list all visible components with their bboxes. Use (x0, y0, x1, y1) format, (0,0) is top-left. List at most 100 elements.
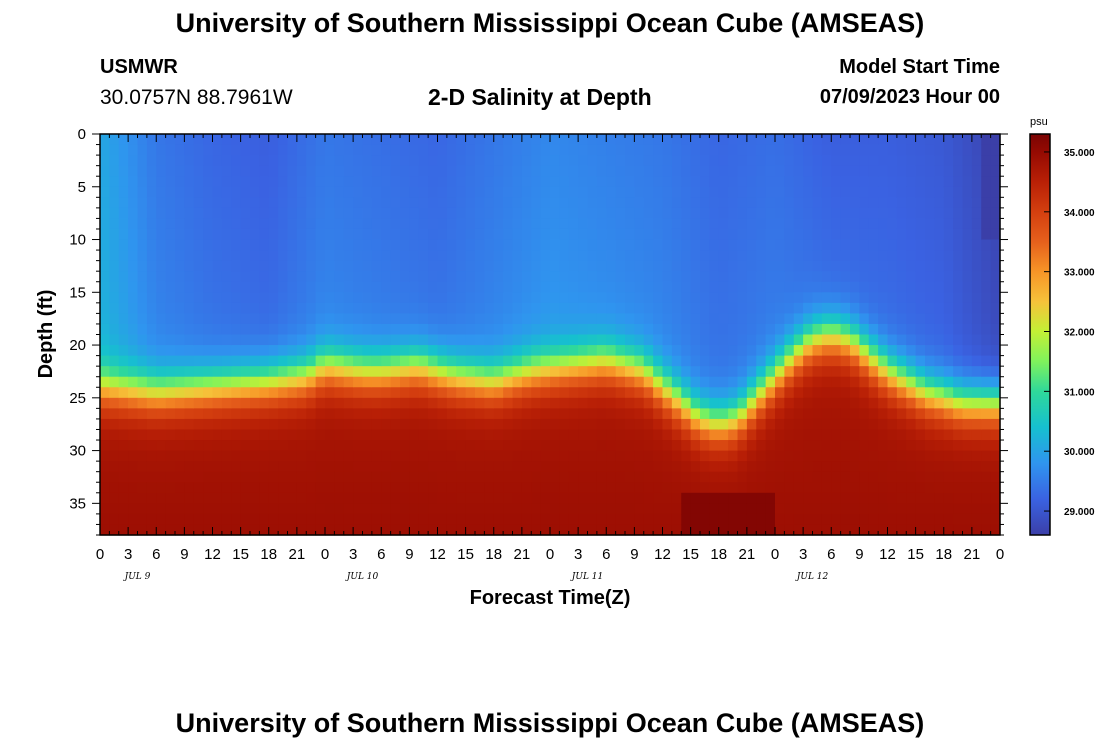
heatmap-cell (521, 218, 532, 230)
heatmap-cell (353, 397, 364, 409)
heatmap-cell (409, 218, 420, 230)
heatmap-cell (175, 513, 185, 526)
x-tick-label: 12 (654, 546, 671, 563)
heatmap-cell (390, 366, 401, 378)
heatmap-cell (596, 313, 607, 325)
heatmap-cell (456, 260, 467, 272)
heatmap-cell (915, 218, 926, 230)
heatmap-cell (718, 461, 729, 473)
heatmap-cell (915, 408, 926, 420)
heatmap-cell (503, 323, 514, 336)
heatmap-cell (259, 302, 270, 314)
heatmap-cell (981, 144, 992, 156)
heatmap-cell (137, 292, 148, 304)
heatmap-cell (296, 387, 307, 399)
heatmap-cell (521, 387, 532, 399)
heatmap-cell (568, 292, 579, 304)
heatmap-cell (175, 207, 185, 220)
heatmap-cell (550, 524, 560, 536)
heatmap-cell (512, 450, 523, 462)
heatmap-cell (146, 450, 157, 462)
heatmap-cell (315, 281, 326, 293)
heatmap-cell (400, 461, 410, 473)
heatmap-cell (953, 186, 964, 198)
heatmap-cell (746, 250, 757, 262)
heatmap-cell (915, 271, 926, 283)
heatmap-cell (962, 345, 973, 357)
heatmap-cell (128, 524, 139, 536)
heatmap-cell (184, 313, 195, 325)
heatmap-cell (165, 429, 176, 441)
heatmap-cell (615, 366, 626, 378)
heatmap-cell (812, 366, 823, 378)
heatmap-cell (840, 345, 851, 357)
heatmap-cell (962, 513, 973, 526)
heatmap-cell (353, 250, 364, 262)
heatmap-cell (381, 323, 392, 336)
heatmap-cell (784, 524, 795, 536)
heatmap-cell (859, 397, 870, 409)
heatmap-cell (203, 228, 214, 241)
heatmap-cell (446, 292, 457, 304)
heatmap-cell (821, 482, 832, 494)
heatmap-cell (334, 250, 345, 262)
heatmap-cell (746, 144, 757, 156)
heatmap-cell (250, 376, 260, 388)
heatmap-cell (653, 313, 664, 325)
heatmap-cell (625, 345, 635, 357)
heatmap-cell (390, 302, 401, 314)
heatmap-cell (775, 260, 785, 272)
heatmap-cell (484, 250, 495, 262)
heatmap-cell (456, 345, 467, 357)
heatmap-cell (250, 408, 260, 420)
heatmap-cell (831, 313, 842, 325)
heatmap-cell (625, 281, 635, 293)
heatmap-cell (634, 334, 645, 346)
heatmap-cell (990, 186, 1001, 198)
heatmap-cell (803, 218, 814, 230)
heatmap-cell (775, 165, 785, 177)
heatmap-cell (962, 366, 973, 378)
heatmap-cell (240, 524, 251, 536)
heatmap-cell (840, 218, 851, 230)
heatmap-cell (362, 186, 373, 198)
heatmap-cell (306, 228, 317, 241)
heatmap-cell (409, 197, 420, 209)
heatmap-cell (531, 313, 542, 325)
heatmap-cell (231, 239, 242, 251)
heatmap-cell (184, 408, 195, 420)
heatmap-cell (896, 218, 907, 230)
heatmap-cell (212, 345, 223, 357)
heatmap-cell (221, 429, 232, 441)
heatmap-cell (390, 197, 401, 209)
heatmap-cell (550, 165, 560, 177)
heatmap-cell (221, 134, 232, 146)
heatmap-cell (643, 524, 654, 536)
heatmap-cell (184, 197, 195, 209)
heatmap-cell (531, 292, 542, 304)
heatmap-cell (212, 250, 223, 262)
heatmap-cell (690, 355, 701, 367)
heatmap-cell (971, 492, 982, 504)
heatmap-cell (953, 197, 964, 209)
heatmap-cell (737, 408, 748, 420)
heatmap-cell (934, 450, 945, 462)
heatmap-cell (850, 482, 860, 494)
heatmap-cell (765, 207, 776, 220)
heatmap-cell (606, 334, 617, 346)
heatmap-cell (521, 345, 532, 357)
heatmap-cell (446, 323, 457, 336)
heatmap-cell (306, 524, 317, 536)
heatmap-cell (662, 271, 673, 283)
heatmap-cell (503, 429, 514, 441)
heatmap-cell (821, 176, 832, 188)
heatmap-cell (878, 260, 889, 272)
heatmap-cell (184, 144, 195, 156)
heatmap-cell (437, 334, 448, 346)
heatmap-cell (840, 228, 851, 241)
heatmap-cell (690, 292, 701, 304)
heatmap-cell (615, 482, 626, 494)
heatmap-cell (240, 366, 251, 378)
heatmap-cell (596, 271, 607, 283)
heatmap-cell (325, 408, 335, 420)
